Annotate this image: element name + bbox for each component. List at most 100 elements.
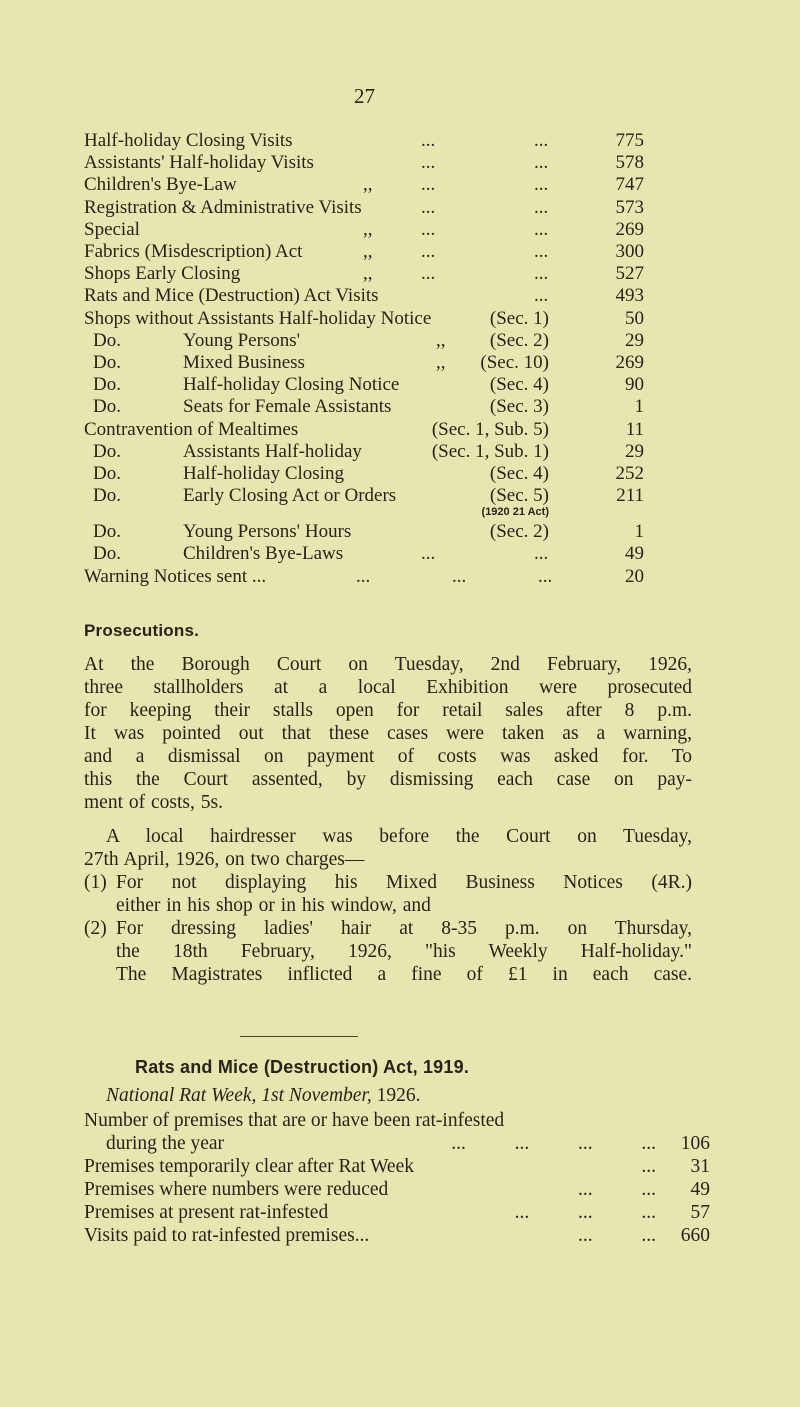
row-value: 49 [690,1179,711,1200]
ditto-mark: ,, [363,218,373,240]
row-label: Contravention of Mealtimes [84,418,299,440]
row-section: (Sec. 1) [489,307,549,329]
row-value: 493 [615,285,645,307]
row-label: Shops Early Closing [84,263,241,285]
paragraph-line: At the Borough Court on Tuesday, 2nd Feb… [84,654,692,675]
rats-subtitle-italic: National Rat Week, 1st November, [106,1085,372,1106]
table-row: Rats and Mice (Destruction) Act Visits..… [84,285,644,307]
row-value: 527 [615,263,645,285]
table-row: Do. Half-holiday Closing (Sec. 4) 252 [84,463,644,485]
row-description: Half-holiday Closing [183,463,344,484]
row-value: 31 [690,1156,711,1177]
leader-dots: ... [421,152,436,174]
row-value: 29 [625,329,644,351]
table-row: Do. Young Persons' Hours (Sec. 2) 1 [84,521,644,543]
paragraph-line: this the Court assented, by dismissing e… [84,769,692,790]
page-number: 27 [354,84,375,108]
row-label: Premises at present rat-infested [84,1202,329,1223]
leader-dots: ... [421,241,436,262]
ditto-mark: ,, [363,263,373,285]
row-value: 211 [616,485,644,507]
table-row: Do. Mixed Business,, (Sec. 10) 269 [84,352,644,374]
row-value: 90 [625,374,644,396]
row-label: during the year [106,1133,225,1154]
leader-dots: ... [534,152,549,174]
leader-dots: ... ... ... ... [451,1133,656,1154]
rats-heading: Rats and Mice (Destruction) Act, 1919. [135,1057,470,1077]
leader-dots: ... [534,218,549,240]
leader-dots: ... [421,218,436,240]
charge-line: For not displaying his Mixed Business No… [116,872,692,893]
leader-dots: ... [421,196,436,218]
charge-line: either in his shop or in his window, and [116,895,431,916]
leader-dots: ... [421,543,436,565]
row-value: 660 [680,1225,710,1246]
row-section: (Sec. 10) [480,352,549,373]
row-value: 252 [615,463,645,484]
row-value: 29 [625,440,644,462]
paragraph-line: ment of costs, 5s. [84,792,223,813]
row-label: Children's Bye-Law [84,174,237,196]
leader-dots: ... [421,174,436,196]
leader-dots: ... [534,130,549,151]
table-row: Do. Assistants Half-holiday (Sec. 1, Sub. … [84,441,644,463]
charge-line: For dressing ladies' hair at 8-35 p.m. o… [116,918,692,939]
row-description: Young Persons' Hours [183,521,352,543]
prosecutions-heading: Prosecutions. [84,621,200,640]
table-row: Assistants' Half-holiday Visits...... 578 [84,152,644,174]
row-section: (Sec. 3) [489,396,549,418]
row-section: (Sec. 4) [489,374,549,396]
row-label: Rats and Mice (Destruction) Act Visits [84,285,379,307]
paragraph-line: It was pointed out that these cases were… [84,723,692,744]
row-section: (Sec. 1, Sub. 1) [431,440,549,462]
charge-line: the 18th February, 1926, "his Weekly Hal… [116,941,692,962]
paragraph-line: and a dismissal on payment of costs was … [84,746,692,767]
leader-dots: ... [421,263,436,285]
table-row: Contravention of Mealtimes (Sec. 1, Sub. … [84,419,644,441]
row-description: Young Persons' [183,329,301,351]
row-value: 49 [625,543,644,565]
row-label: Registration & Administrative Visits [84,196,362,218]
row-do-label: Do. [93,543,121,565]
row-description: Assistants Half-holiday [183,440,362,462]
row-value: 20 [625,565,644,587]
row-do-label: Do. [93,329,121,351]
paragraph-line: 27th April, 1926, on two charges— [84,849,365,870]
table-row: Do. Young Persons',, (Sec. 2) 29 [84,330,644,352]
table-row: Do. Early Closing Act or Orders (Sec. 5) (1… [84,485,644,518]
row-description: Seats for Female Assistants [183,396,392,418]
row-label: Number of premises that are or have been… [84,1110,505,1131]
row-label: Half-holiday Closing Visits [84,130,293,151]
row-do-label: Do. [93,352,121,373]
rats-subtitle-year: 1926. [376,1085,421,1106]
table-row: Children's Bye-Law,,...... 747 [84,174,644,196]
paragraph-line: The Magistrates inflicted a fine of £1 i… [116,964,692,985]
row-label: Visits paid to rat-infested premises... [84,1225,370,1246]
act-note: (1920 21 Act) [481,506,549,519]
ditto-mark: ,, [436,329,446,351]
row-description: Early Closing Act or Orders [183,485,397,507]
row-value: 269 [615,352,645,373]
row-value: 11 [625,418,644,440]
row-section: (Sec. 2) [489,521,549,543]
row-value: 50 [625,307,644,329]
table-row: Do. Seats for Female Assistants (Sec. 3) 1 [84,396,644,418]
leader-dots: ... [534,285,549,307]
charge-number: (2) [84,918,107,939]
table-row: Warning Notices sent ............ 20 [84,566,644,588]
row-do-label: Do. [93,485,121,507]
leader-dots: ... [534,543,549,565]
row-label: Assistants' Half-holiday Visits [84,152,314,174]
row-label: Fabrics (Misdescription) Act [84,241,303,262]
ditto-mark: ,, [363,241,373,262]
table-row: Do. Children's Bye-Laws...... 49 [84,543,644,565]
row-do-label: Do. [93,463,121,484]
paragraph-line: for keeping their stalls open for retail… [84,700,692,721]
table-row: Do. Half-holiday Closing Notice (Sec. 4) 90 [84,374,644,396]
leader-dots: ... ... ... [514,1202,656,1223]
table-row: Half-holiday Closing Visits...... 775 [84,130,644,152]
table-row: Shops without Assistants Half-holiday No… [84,308,644,330]
leader-dots: ... [452,565,467,587]
charge-number: (1) [84,872,107,893]
row-label: Warning Notices sent ... [84,565,267,587]
